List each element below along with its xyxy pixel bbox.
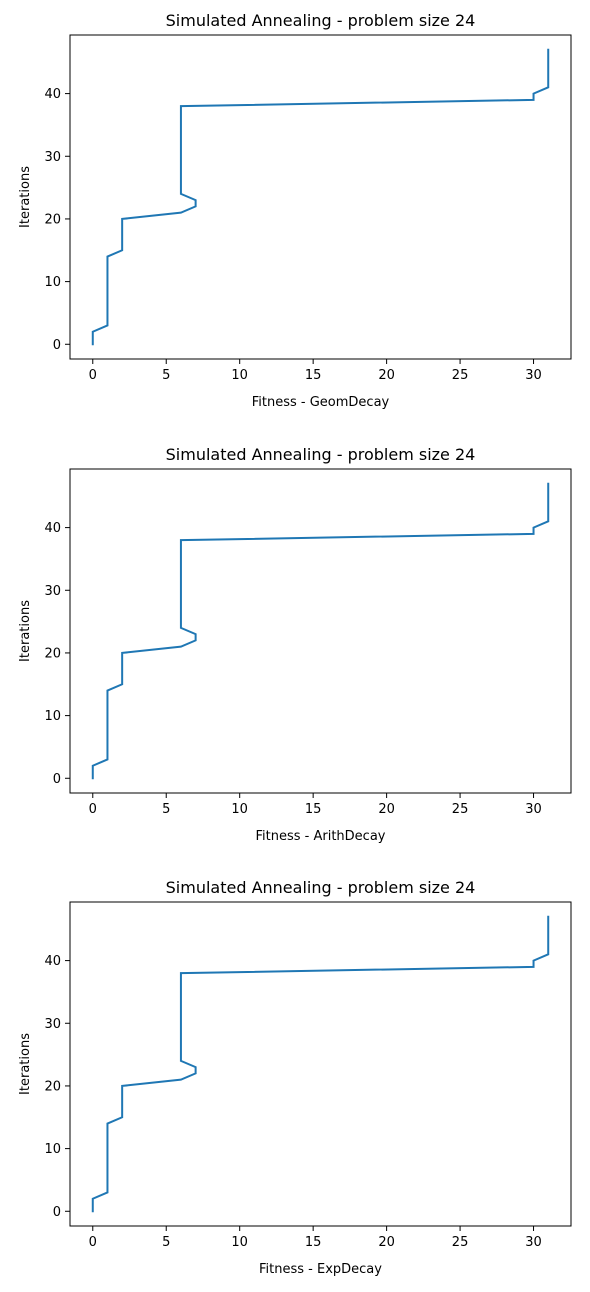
x-tick-label: 30 (525, 368, 542, 383)
x-tick-label: 5 (162, 1235, 170, 1250)
y-tick-label: 0 (53, 1205, 61, 1220)
series-line (91, 915, 550, 1213)
x-axis-label: Fitness - GeomDecay (252, 395, 390, 410)
x-axis-label: Fitness - ExpDecay (259, 1262, 382, 1277)
y-tick-label: 0 (53, 338, 61, 353)
chart-svg: Simulated Annealing - problem size 24 0 5 1… (18, 878, 572, 1277)
x-tick-label: 5 (162, 802, 170, 817)
chart-title: Simulated Annealing - problem size 24 (166, 445, 476, 464)
x-tick-label: 20 (378, 1235, 395, 1250)
y-axis-label: Iterations (18, 600, 33, 662)
y-tick-label: 40 (44, 87, 61, 102)
y-tick-label: 10 (44, 709, 61, 724)
y-axis-label: Iterations (18, 1033, 33, 1095)
x-tick-label: 0 (89, 802, 97, 817)
x-tick-label: 5 (162, 368, 170, 383)
x-tick-label: 0 (89, 368, 97, 383)
plot-frame (69, 34, 572, 360)
x-tick-label: 30 (525, 1235, 542, 1250)
x-tick-label: 10 (231, 802, 248, 817)
x-tick-label: 30 (525, 802, 542, 817)
y-tick-label: 20 (44, 1079, 61, 1094)
chart-arithdecay: Simulated Annealing - problem size 24 0 5 1… (0, 434, 590, 859)
x-tick-label: 25 (452, 802, 469, 817)
y-tick-label: 0 (53, 772, 61, 787)
x-tick-label: 20 (378, 368, 395, 383)
x-tick-label: 15 (305, 368, 322, 383)
y-axis-label: Iterations (18, 166, 33, 228)
x-tick-label: 15 (305, 1235, 322, 1250)
series-line (91, 48, 550, 346)
x-tick-label: 25 (452, 368, 469, 383)
plot-frame (69, 901, 572, 1227)
series-line (91, 482, 550, 780)
y-tick-label: 20 (44, 646, 61, 661)
x-tick-label: 25 (452, 1235, 469, 1250)
x-tick-label: 15 (305, 802, 322, 817)
chart-title: Simulated Annealing - problem size 24 (166, 11, 476, 30)
x-tick-label: 0 (89, 1235, 97, 1250)
x-tick-label: 20 (378, 802, 395, 817)
y-tick-label: 10 (44, 275, 61, 290)
x-tick-label: 10 (231, 368, 248, 383)
chart-svg: Simulated Annealing - problem size 24 0 5 1… (18, 11, 572, 410)
y-tick-label: 40 (44, 954, 61, 969)
y-tick-label: 10 (44, 1142, 61, 1157)
y-tick-label: 30 (44, 150, 61, 165)
y-tick-label: 20 (44, 212, 61, 227)
y-tick-label: 40 (44, 521, 61, 536)
chart-svg: Simulated Annealing - problem size 24 0 5 1… (18, 445, 572, 844)
chart-title: Simulated Annealing - problem size 24 (166, 878, 476, 897)
x-tick-label: 10 (231, 1235, 248, 1250)
x-axis-label: Fitness - ArithDecay (256, 829, 386, 844)
y-tick-label: 30 (44, 1017, 61, 1032)
plot-frame (69, 468, 572, 794)
y-tick-label: 30 (44, 584, 61, 599)
chart-geomdecay: Simulated Annealing - problem size 24 0 5 1… (0, 0, 590, 425)
chart-expdecay: Simulated Annealing - problem size 24 0 5 1… (0, 867, 590, 1292)
